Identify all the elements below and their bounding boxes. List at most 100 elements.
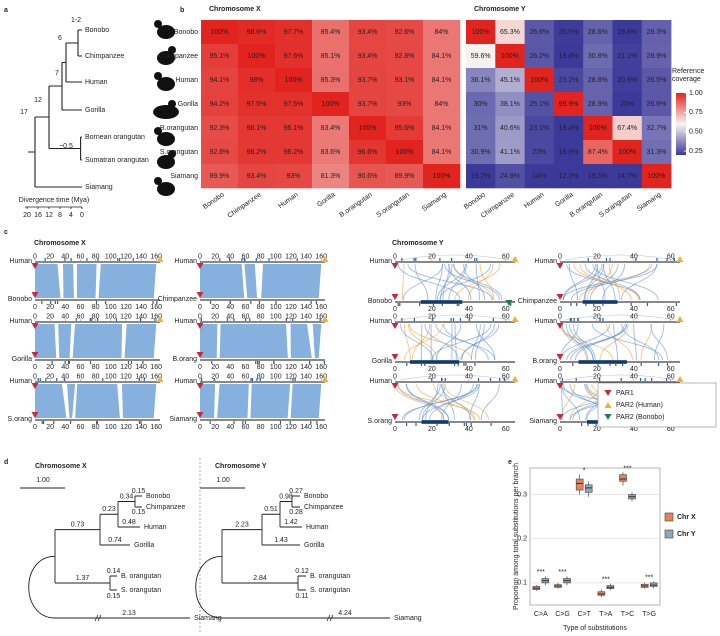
pair-top-label: Human [9, 318, 32, 325]
gene-annotation [259, 378, 261, 381]
axis-tick-label: 8 [58, 212, 62, 219]
cell-label: 36.1% [471, 77, 491, 84]
heatmap-cell [349, 44, 387, 69]
axis-tick-label: 12 [45, 212, 53, 219]
gene-annotation [499, 378, 501, 381]
alignment-link [440, 383, 472, 421]
column-label: Bonobo [202, 191, 226, 211]
alignment-link [439, 263, 492, 301]
alignment-band [200, 324, 322, 358]
branch-length: 2.23 [235, 521, 249, 528]
gene-annotation [621, 363, 624, 366]
track-tick-label: 60 [667, 313, 675, 320]
silhouette-head [154, 177, 162, 185]
pair-bottom-label: Chimpanzee [158, 296, 197, 303]
track-tick-label: 160 [315, 313, 327, 320]
colorbar [676, 93, 686, 155]
track-tick-label: 0 [198, 313, 202, 320]
heatmap-cell [641, 116, 672, 141]
tree-title: Chromosome Y [215, 463, 267, 470]
heatmap-cell [386, 164, 424, 189]
gene-annotation [292, 378, 294, 381]
track-tick-label: 40 [465, 426, 473, 433]
branch-length: 0.14 [107, 568, 121, 575]
significance: *** [537, 569, 545, 576]
heatmap-cell [275, 68, 313, 93]
branch-length: 0.15 [132, 509, 146, 516]
alignment-link [403, 323, 411, 361]
track-tick-label: 120 [285, 253, 297, 260]
gene-annotation [45, 378, 47, 381]
silhouette-body [157, 77, 175, 91]
track-tick-label: 40 [465, 306, 473, 313]
alignment-link [397, 263, 461, 301]
par-marker [31, 383, 39, 389]
gene-annotation [474, 363, 476, 366]
tip-label: Bonobo [85, 27, 109, 34]
heatmap-cell [312, 116, 350, 141]
par-marker [156, 316, 164, 322]
colorbar-tick-label: 0.25 [689, 148, 703, 155]
heatmap-cell [386, 44, 424, 69]
par-marker [31, 412, 39, 418]
gene-annotation [651, 378, 653, 381]
alignment-link [429, 383, 474, 421]
heatmap-cell [524, 116, 555, 141]
heatmap-cell [466, 44, 496, 69]
track-tick-label: 20 [593, 366, 601, 373]
alignment-link [448, 263, 467, 301]
column-label: Human [277, 191, 300, 210]
axis-tick-label: 16 [34, 212, 42, 219]
plot-area [529, 467, 661, 606]
branch-length: 0.74 [108, 537, 122, 544]
track-tick-label: 20 [46, 364, 54, 371]
track-tick-label: 20 [593, 426, 601, 433]
branch-length: 0.15 [132, 488, 146, 495]
x-tick-label: C>T [577, 611, 591, 618]
panel-label: c [4, 229, 8, 236]
track-tick-label: 0 [558, 253, 562, 260]
track-tick-label: 60 [77, 313, 85, 320]
heatmap-cell [524, 164, 555, 189]
par-marker [196, 383, 204, 389]
heatmap-cell [612, 68, 643, 93]
track-tick-label: 120 [120, 424, 132, 431]
track-tick-label: 0 [393, 306, 397, 313]
gene-annotation [424, 363, 426, 366]
gene-annotation [219, 258, 221, 261]
track-tick-label: 40 [465, 366, 473, 373]
track-tick-label: 160 [315, 364, 327, 371]
par-marker [156, 256, 164, 262]
track-tick-label: 40 [630, 373, 638, 380]
alignment-link [570, 263, 658, 301]
heatmap-title: Chromosome Y [474, 6, 526, 13]
gene-annotation [635, 258, 637, 261]
alignment-band [35, 384, 157, 418]
gene-annotation [279, 421, 282, 424]
gene-annotation [233, 421, 235, 424]
par-marker [556, 354, 564, 360]
alignment-gap [95, 264, 101, 298]
heatmap-cell [238, 140, 276, 165]
track-tick-label: 80 [92, 304, 100, 311]
alignment-link [401, 263, 405, 301]
cell-label: 23% [532, 149, 546, 156]
cell-label: 18.9% [559, 149, 579, 156]
cell-label: 95.6% [395, 125, 415, 132]
pair-top-label: Human [9, 378, 32, 385]
track-tick-label: 160 [150, 424, 162, 431]
track-tick-label: 140 [300, 373, 312, 380]
gene-annotation [401, 318, 403, 321]
gene-annotation [68, 361, 70, 364]
gene-annotation [43, 421, 45, 424]
gene-annotation [477, 378, 480, 381]
heatmap-cell [612, 140, 643, 165]
track-tick-label: 0 [393, 373, 397, 380]
gene-annotation [54, 301, 56, 304]
gene-annotation [620, 378, 622, 381]
row-label: S.orangutan [160, 149, 198, 156]
heatmap-cell [466, 164, 496, 189]
branch-length: 0.34 [120, 493, 134, 500]
heatmap-cell [583, 68, 613, 93]
column-label: Chimpanzee [226, 191, 262, 219]
